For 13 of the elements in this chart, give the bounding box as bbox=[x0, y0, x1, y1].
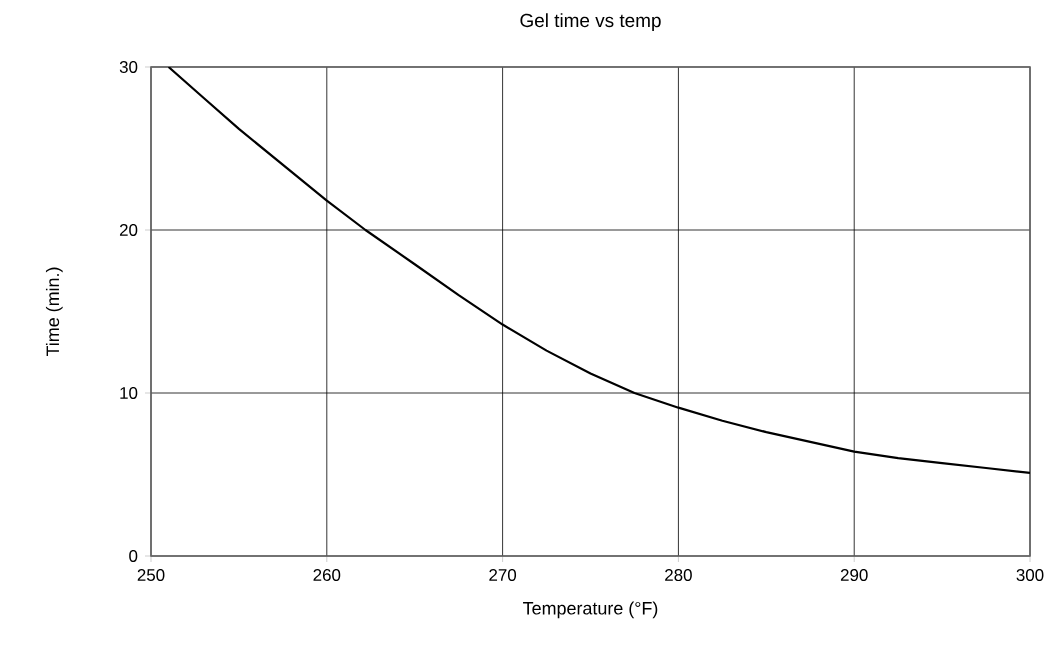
x-tick-label: 260 bbox=[313, 569, 341, 582]
x-tick-label: 280 bbox=[665, 569, 692, 582]
x-tick-label: 290 bbox=[840, 569, 868, 582]
x-tick-label: 270 bbox=[489, 569, 517, 582]
y-tick-label: 0 bbox=[129, 550, 138, 562]
chart-title: Gel time vs temp bbox=[520, 13, 661, 31]
x-tick-label: 250 bbox=[137, 569, 165, 582]
y-tick-label: 20 bbox=[119, 224, 138, 236]
x-axis-title: Temperature (°F) bbox=[523, 601, 658, 619]
y-tick-label: 30 bbox=[119, 61, 138, 73]
y-axis-title: Time (min.) bbox=[45, 267, 63, 357]
x-tick-label: 300 bbox=[1016, 569, 1044, 582]
y-tick-label: 10 bbox=[120, 387, 138, 399]
